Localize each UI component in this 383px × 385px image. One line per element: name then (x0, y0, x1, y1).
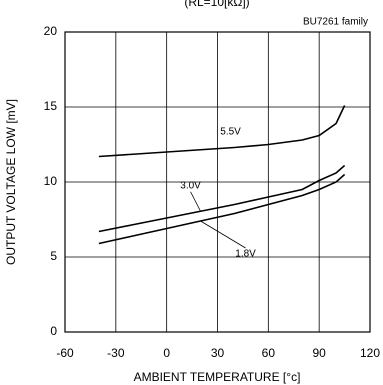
x-tick-label: 90 (312, 346, 326, 360)
data-line (98, 164, 346, 233)
data-line (98, 105, 346, 158)
series-label: 1.8V (235, 249, 256, 260)
x-tick-label: 120 (360, 346, 380, 360)
y-tick-label: 15 (44, 99, 58, 113)
annotation: BU7261 family (303, 17, 368, 28)
x-axis-label: AMBIENT TEMPERATURE [°c] (134, 370, 301, 384)
series-label: 5.5V (220, 126, 241, 137)
y-tick-label: 10 (44, 174, 58, 188)
plot-frame (64, 31, 371, 333)
label-leader (200, 220, 246, 249)
y-tick-label: 5 (50, 249, 57, 263)
label-leader (190, 191, 201, 212)
x-tick-label: 60 (262, 346, 276, 360)
x-tick-label: 0 (163, 346, 170, 360)
y-axis-label: OUTPUT VOLTAGE LOW [mV] (4, 99, 18, 265)
x-tick-label: -60 (56, 346, 74, 360)
x-tick-label: 30 (211, 346, 225, 360)
series-label: 3.0V (180, 180, 201, 191)
chart-title: (RL=10[kΩ]) (184, 0, 249, 9)
y-tick-label: 20 (44, 24, 58, 38)
data-line (98, 173, 346, 245)
y-tick-label: 0 (50, 324, 57, 338)
x-tick-label: -30 (107, 346, 125, 360)
